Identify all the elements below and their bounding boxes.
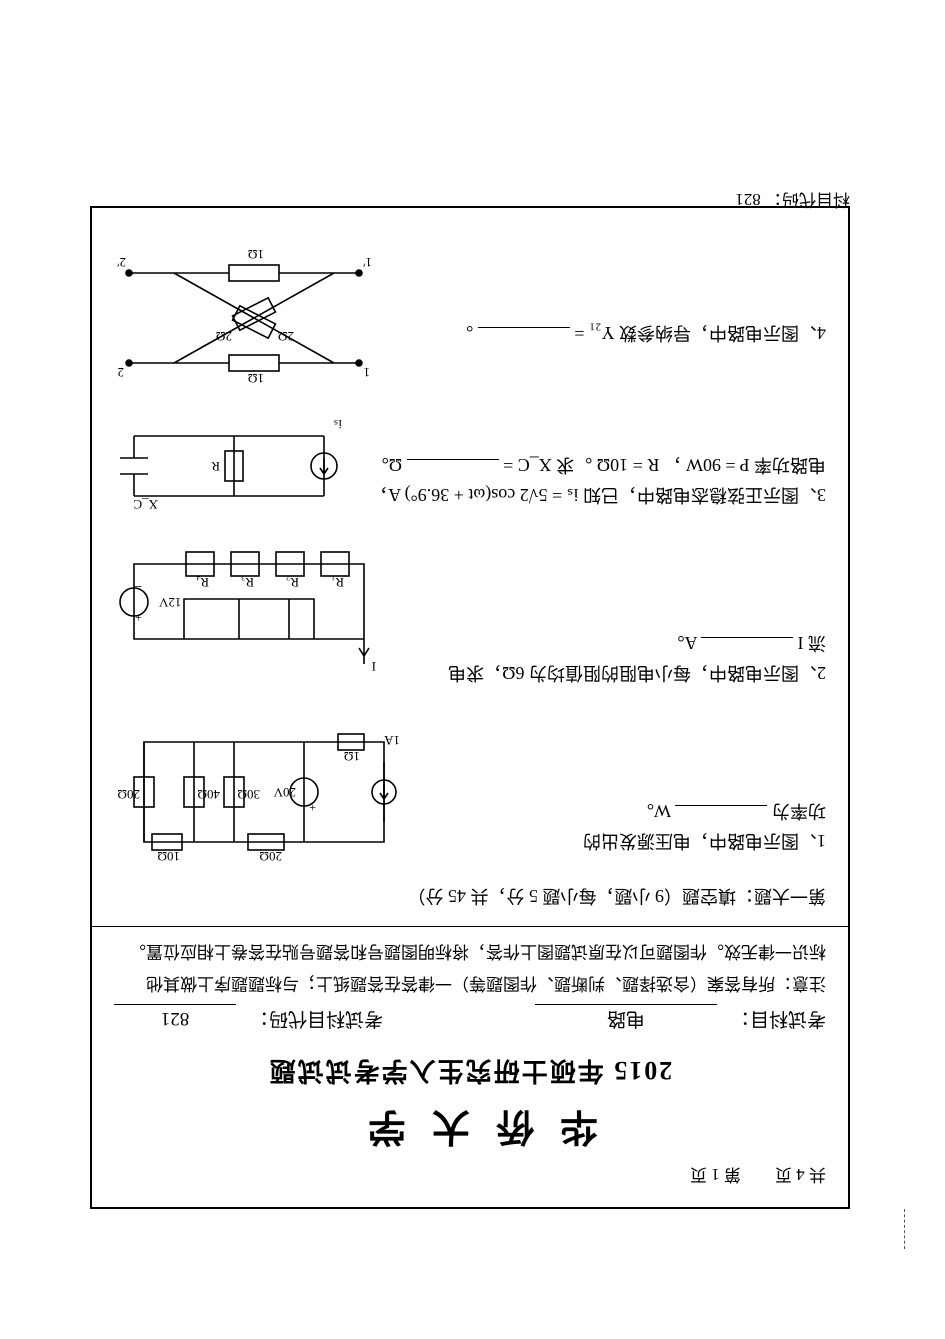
q2-12V: 12V: [158, 595, 181, 610]
q2-unit: A。: [666, 633, 697, 653]
code-value: 821: [114, 1004, 236, 1029]
question-3: 3、图示正弦稳态电路中，已知 iₛ = 5√2 cos(ωt + 36.9°) …: [114, 416, 826, 516]
subject-value: 电路: [535, 1004, 717, 1034]
q2-figure: + − I 12V R₁ R₂ R₃ R₄: [114, 544, 384, 694]
q3-text-a: 3、图示正弦稳态电路中，已知 iₛ = 5√2 cos(ωt + 36.9°) …: [370, 485, 826, 505]
footer-code: 科目代码： 821: [735, 189, 850, 214]
q1-unit: W。: [636, 801, 671, 821]
q4-text: 4、图示电路中，导纳参数 Y₂₁ = 。: [390, 318, 826, 389]
note-line-2: 标识一律无效。作图题可以在原试题图上作答，将标明图题号和答题号贴在答卷上相应位置…: [114, 937, 826, 963]
exam-sheet: 共 4 页 第 1 页 华侨大学 2015 年硕士研究生入学考试试题 考试科目：…: [90, 206, 850, 1209]
q1-r-mid: 30Ω: [237, 787, 260, 802]
q4-port1: 1: [364, 365, 371, 380]
q1-r20b: 20Ω: [117, 787, 140, 802]
scan-artifact: [904, 1209, 905, 1249]
footer-code-value: 821: [735, 190, 761, 209]
subject-row: 考试科目： 电路 考试科目代码： 821: [114, 1004, 826, 1034]
svg-text:+: +: [309, 801, 316, 815]
q1-figure: + 1A: [114, 722, 404, 862]
q4-blank: [478, 327, 570, 330]
q3-Xc: X_C: [133, 497, 158, 512]
q3-is: iₛ: [333, 417, 342, 432]
svg-text:−: −: [134, 578, 142, 593]
q3-text: 3、图示正弦稳态电路中，已知 iₛ = 5√2 cos(ωt + 36.9°) …: [360, 449, 826, 516]
svg-text:+: +: [135, 611, 142, 625]
divider: [92, 926, 848, 927]
q1-r40: 40Ω: [197, 787, 220, 802]
university-name: 华侨大学: [114, 1103, 826, 1158]
question-4: 4、图示电路中，导纳参数 Y₂₁ = 。: [114, 248, 826, 388]
q4-port2p: 2′: [117, 255, 127, 270]
q1-text-a: 1、图示电路中，电压源发出的: [583, 831, 826, 851]
q2-blank: [701, 637, 793, 640]
q3-R: R: [211, 459, 220, 474]
section-1-heading: 第一大题：填空题（9 小题，每小题 5 分，共 45 分）: [114, 884, 826, 910]
exam-title: 2015 年硕士研究生入学考试试题: [114, 1054, 826, 1091]
q1-r10: 10Ω: [157, 849, 180, 862]
q4-text-a: 4、图示电路中，导纳参数 Y₂₁ =: [574, 323, 826, 343]
q4-top-r: 1Ω: [248, 371, 264, 386]
q4-bot-r: 1Ω: [248, 248, 264, 262]
q2-R3: R₃: [241, 575, 254, 590]
q1-r1: 1Ω: [344, 749, 360, 764]
q2-R2: R₂: [286, 575, 299, 590]
q3-figure: iₛ R X_C: [114, 416, 344, 516]
q2-R4: R₄: [195, 575, 209, 590]
q2-text-a: 2、图示电路中，每小电阻的阻值均为 6Ω，求电: [448, 663, 826, 683]
q1-1A: 1A: [384, 733, 401, 748]
q4-figure: 1 1′ 2 2′ 1Ω 1Ω 2Ω 2Ω: [114, 248, 374, 388]
q2-text-b: 流 I: [798, 633, 827, 653]
question-2: 2、图示电路中，每小电阻的阻值均为 6Ω，求电 流 I A。: [114, 544, 826, 694]
pager-text: 共 4 页 第 1 页: [690, 1165, 826, 1184]
q1-r-top: 20Ω: [259, 849, 282, 862]
note-line-1: 注意：所有答案（含选择题、判断题、作图题等）一律答在答题纸上；与标题题序上做其他: [114, 970, 826, 996]
q3-text-b: 电路功率 P = 90W ， R = 10Ω 。求 X_C =: [503, 455, 826, 475]
q3-blank: [407, 459, 499, 462]
question-1: 1、图示电路中，电压源发出的 功率为 W。: [114, 722, 826, 862]
q2-text: 2、图示电路中，每小电阻的阻值均为 6Ω，求电 流 I A。: [400, 627, 826, 694]
pager: 共 4 页 第 1 页: [114, 1164, 826, 1189]
q1-text: 1、图示电路中，电压源发出的 功率为 W。: [420, 795, 826, 862]
q4-unit: 。: [455, 323, 473, 343]
q1-20V: 20V: [273, 785, 296, 800]
q4-d2: 2Ω: [216, 329, 232, 344]
q4-d1: 2Ω: [278, 329, 294, 344]
code-label: 考试科目代码：: [250, 1007, 383, 1034]
q1-text-b: 功率为: [772, 801, 826, 821]
q3-unit: Ω。: [371, 455, 402, 475]
q4-port1p: 1′: [363, 255, 373, 270]
footer-code-label: 科目代码：: [765, 190, 850, 209]
q2-R1: R₁: [331, 575, 344, 590]
q4-port2: 2: [118, 365, 125, 380]
q2-I: I: [372, 659, 376, 674]
subject-label: 考试科目：: [731, 1007, 826, 1034]
q1-blank: [676, 805, 768, 808]
